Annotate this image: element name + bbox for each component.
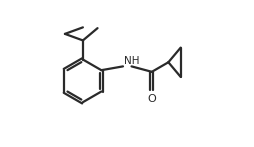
Text: O: O — [148, 94, 156, 104]
Text: NH: NH — [124, 56, 139, 66]
